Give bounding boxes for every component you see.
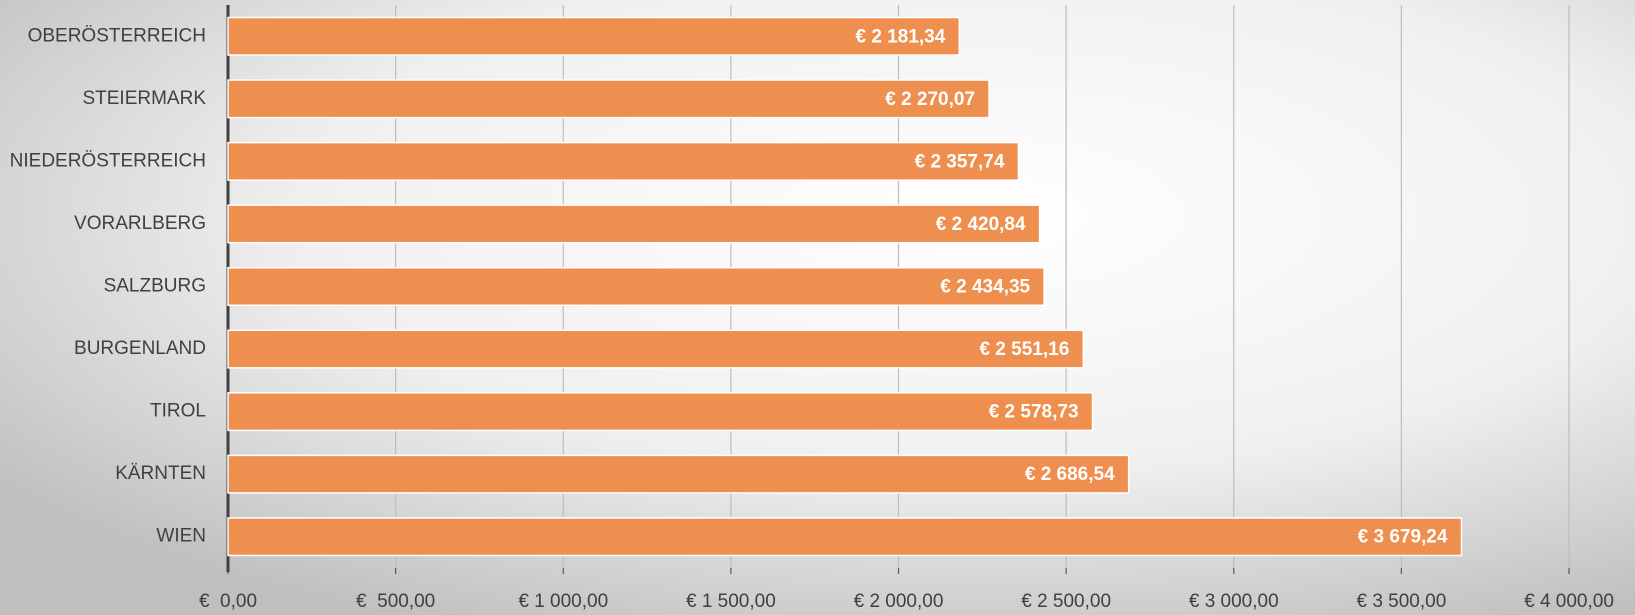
data-label: € 2 357,74 bbox=[915, 151, 1005, 172]
data-label: € 3 679,24 bbox=[1358, 527, 1448, 548]
x-tick-label: € 1 000,00 bbox=[518, 591, 608, 612]
bar bbox=[227, 392, 1094, 432]
y-tick-label: KÄRNTEN bbox=[115, 463, 206, 484]
y-tick-label: TIROL bbox=[150, 401, 206, 422]
data-label: € 2 181,34 bbox=[855, 26, 945, 47]
bar bbox=[227, 454, 1130, 494]
x-tick-label: € 3 500,00 bbox=[1356, 591, 1446, 612]
x-tick-label: € 500,00 bbox=[356, 591, 435, 612]
data-label: € 2 686,54 bbox=[1025, 464, 1115, 485]
y-tick-label: STEIERMARK bbox=[82, 88, 206, 109]
x-tick-label: € 4 000,00 bbox=[1524, 591, 1614, 612]
bar bbox=[227, 204, 1041, 244]
data-label: € 2 420,84 bbox=[936, 214, 1026, 235]
y-tick-label: NIEDERÖSTERREICH bbox=[10, 150, 206, 171]
x-tick-label: € 2 000,00 bbox=[854, 591, 944, 612]
y-tick-label: OBERÖSTERREICH bbox=[28, 25, 206, 46]
data-label: € 2 434,35 bbox=[940, 277, 1030, 298]
x-tick-label: € 3 000,00 bbox=[1189, 591, 1279, 612]
bar bbox=[227, 141, 1020, 181]
y-tick-label: SALZBURG bbox=[104, 276, 206, 297]
bar bbox=[227, 16, 961, 56]
data-label: € 2 578,73 bbox=[989, 402, 1079, 423]
bar bbox=[227, 329, 1085, 369]
x-tick-label: € 1 500,00 bbox=[686, 591, 776, 612]
data-label: € 2 551,16 bbox=[979, 339, 1069, 360]
bar bbox=[227, 79, 990, 119]
y-tick-label: WIEN bbox=[156, 526, 206, 547]
x-tick-label: € 0,00 bbox=[199, 591, 257, 612]
data-label: € 2 270,07 bbox=[885, 89, 975, 110]
x-tick-label: € 2 500,00 bbox=[1021, 591, 1111, 612]
bar bbox=[227, 517, 1463, 557]
bar bbox=[227, 266, 1045, 307]
y-tick-label: BURGENLAND bbox=[74, 338, 206, 359]
y-tick-label: VORARLBERG bbox=[74, 213, 206, 234]
